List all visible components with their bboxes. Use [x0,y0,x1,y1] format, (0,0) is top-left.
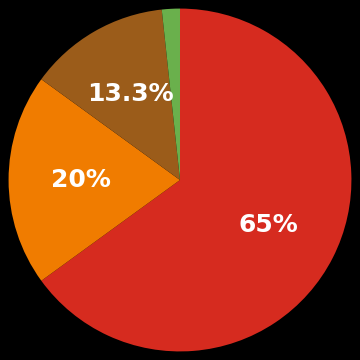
Wedge shape [41,9,351,351]
Wedge shape [41,10,180,180]
Wedge shape [9,79,180,281]
Text: 20%: 20% [51,168,111,192]
Wedge shape [162,9,180,180]
Text: 13.3%: 13.3% [87,82,174,106]
Text: 65%: 65% [239,213,298,237]
